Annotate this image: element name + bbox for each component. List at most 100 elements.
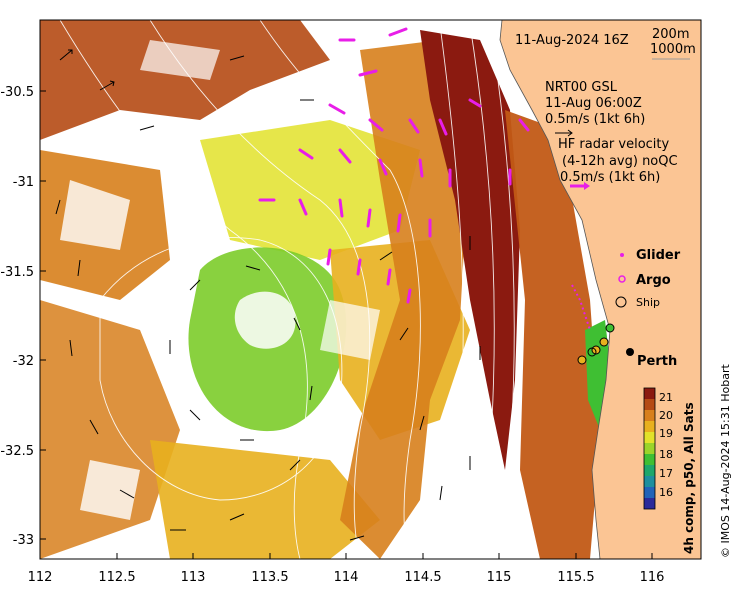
x-tick-label: 113.5 bbox=[251, 570, 288, 585]
hf-arrow bbox=[358, 69, 378, 77]
gsl-arrow bbox=[189, 279, 201, 291]
hf-legend-qc: (4-12h avg) noQC bbox=[562, 154, 678, 169]
gsl-legend-title: NRT00 GSL bbox=[545, 80, 618, 95]
gsl-arrow bbox=[309, 385, 313, 401]
colorbar-frame bbox=[643, 387, 656, 510]
hf-arrow bbox=[396, 213, 402, 233]
gsl-arrow bbox=[139, 125, 155, 131]
glider-position bbox=[605, 323, 615, 333]
cloud-gap-north bbox=[140, 40, 220, 80]
colorbar-swatch bbox=[644, 410, 655, 421]
y-tick-label: -31.5 bbox=[0, 265, 34, 280]
gsl-arrow bbox=[379, 251, 393, 261]
hf-arrow bbox=[378, 158, 388, 176]
imos-credit: © IMOS 14-Aug-2024 15:31 Hobart bbox=[719, 364, 732, 558]
hf-arrow bbox=[328, 103, 346, 115]
y-tick-label: -31 bbox=[13, 175, 34, 190]
hf-arrow bbox=[368, 118, 384, 132]
glider-legend-icon bbox=[620, 253, 624, 257]
isobath-1000m bbox=[469, 24, 495, 559]
cloud-gap-center bbox=[320, 300, 380, 360]
y-tick-label: -32 bbox=[13, 354, 34, 369]
x-tick-label: 114 bbox=[334, 570, 359, 585]
gsl-arrow bbox=[69, 339, 73, 357]
gsl-arrow bbox=[229, 55, 245, 61]
hf-arrow bbox=[418, 158, 424, 178]
gsl-arrow bbox=[419, 415, 425, 431]
gsl-arrow bbox=[119, 489, 135, 499]
colorbar-swatch bbox=[644, 498, 655, 509]
perth-marker bbox=[626, 348, 634, 356]
hf-arrow bbox=[388, 27, 408, 37]
gsl-arrow bbox=[89, 419, 99, 435]
ship-position bbox=[587, 347, 597, 357]
colorbar-tick: 19 bbox=[659, 427, 673, 440]
hf-arrow bbox=[338, 148, 352, 164]
colorbar-swatch bbox=[644, 487, 655, 498]
hf-legend-scale: 0.5m/s (1kt 6h) bbox=[560, 170, 660, 185]
gsl-arrow bbox=[349, 535, 365, 541]
gsl-arrow bbox=[229, 513, 245, 521]
hf-arrow bbox=[468, 98, 482, 108]
colorbar-swatch bbox=[644, 454, 655, 465]
hf-arrow bbox=[386, 268, 392, 286]
gsl-legend-date: 11-Aug 06:00Z bbox=[545, 96, 642, 111]
cloud-gap-south bbox=[80, 460, 140, 520]
y-tick-label: -32.5 bbox=[0, 444, 34, 459]
x-tick-label: 114.5 bbox=[404, 570, 441, 585]
hf-arrow bbox=[408, 118, 420, 134]
sst-layer bbox=[40, 20, 612, 559]
sst-shelf-east bbox=[505, 110, 600, 559]
isobath-label-200m: 200m bbox=[652, 27, 689, 42]
hf-arrow bbox=[298, 198, 308, 216]
isobath-deep-1 bbox=[439, 24, 464, 559]
isobath-label-1000m: 1000m bbox=[650, 42, 696, 57]
x-tick-label: 115.5 bbox=[557, 570, 594, 585]
colorbar-tick: 16 bbox=[659, 486, 673, 499]
hf-arrow bbox=[338, 198, 344, 218]
gsl-arrow bbox=[77, 259, 81, 277]
gsl-arrow bbox=[293, 317, 301, 331]
gsl-legend-scale: 0.5m/s (1kt 6h) bbox=[545, 112, 645, 127]
x-tick-label: 112 bbox=[28, 570, 53, 585]
colorbar-swatch bbox=[644, 443, 655, 454]
ship-legend-label: Ship bbox=[636, 296, 660, 309]
colorbar-swatch bbox=[644, 399, 655, 410]
glider-legend-label: Glider bbox=[636, 248, 681, 263]
x-tick-label: 115 bbox=[487, 570, 512, 585]
y-tick-label: -33 bbox=[13, 533, 34, 548]
x-tick-label: 112.5 bbox=[98, 570, 135, 585]
date-label: 11-Aug-2024 16Z bbox=[515, 33, 629, 48]
sst-patch-center-yellow bbox=[200, 120, 420, 260]
argo-legend-label: Argo bbox=[636, 273, 671, 288]
argo-float bbox=[599, 337, 609, 347]
gsl-arrow bbox=[189, 409, 201, 421]
argo-legend-icon bbox=[618, 275, 626, 283]
sst-patch-south bbox=[150, 440, 380, 559]
hf-arrow bbox=[326, 248, 332, 266]
gsl-velocity-vectors bbox=[55, 49, 481, 541]
colorbar-tick: 21 bbox=[659, 391, 673, 404]
gsl-arrow bbox=[99, 80, 115, 91]
sst-colorbar: 21 20 19 18 17 16 4h comp, p50, All Sats bbox=[643, 387, 696, 554]
plot-frame bbox=[39, 19, 702, 560]
colorbar-swatch bbox=[644, 421, 655, 432]
gsl-scale-arrow bbox=[555, 129, 573, 137]
ship-legend-icon bbox=[615, 296, 627, 308]
colorbar-swatch bbox=[644, 388, 655, 399]
colorbar-tick: 17 bbox=[659, 467, 673, 480]
colorbar-swatch bbox=[644, 476, 655, 487]
sst-patch-shelf-orange bbox=[340, 40, 470, 559]
colorbar-tick: 20 bbox=[659, 409, 673, 422]
gsl-arrow bbox=[55, 199, 61, 215]
city-label-perth: Perth bbox=[637, 354, 677, 369]
colorbar-swatch bbox=[644, 465, 655, 476]
hf-arrow bbox=[438, 118, 448, 136]
isobath-deep-4 bbox=[259, 20, 421, 559]
isobath-200m bbox=[489, 24, 515, 559]
sst-patch-eddy-core bbox=[234, 291, 296, 349]
hf-scale-arrowhead bbox=[584, 182, 590, 190]
hf-legend-title: HF radar velocity bbox=[558, 137, 670, 152]
sst-patch-southwest bbox=[40, 300, 180, 559]
